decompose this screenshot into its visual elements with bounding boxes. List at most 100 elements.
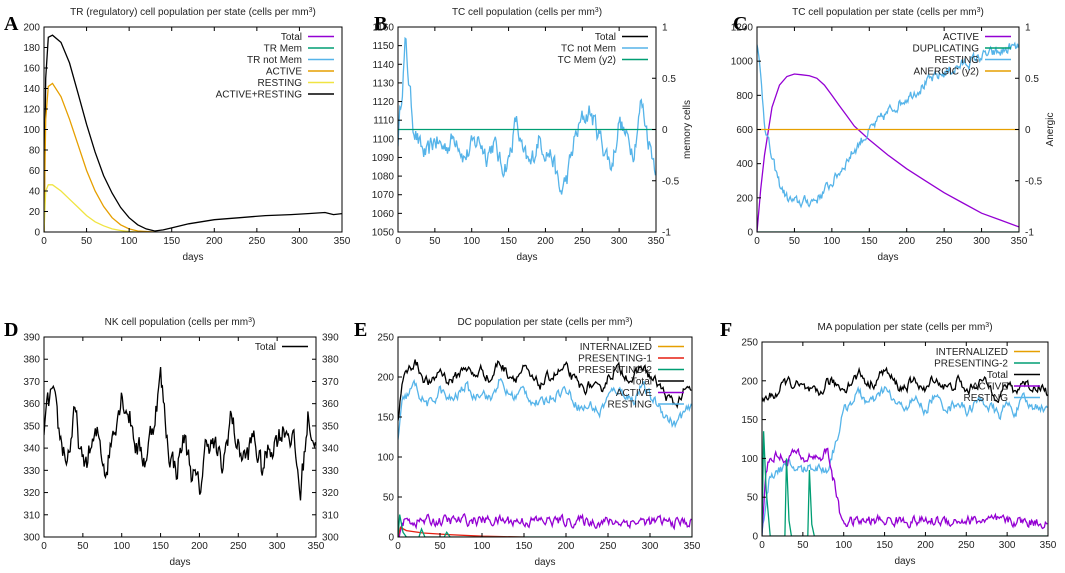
series-line-presenting-2 <box>762 431 1048 536</box>
y-tick-label: 330 <box>23 466 40 477</box>
x-axis-label: days <box>169 557 190 568</box>
x-tick-label: 250 <box>230 541 247 552</box>
y2-tick-label: 0.5 <box>662 74 676 85</box>
x-tick-label: 250 <box>936 236 953 247</box>
legend-label: Total <box>281 32 302 43</box>
y-tick-label: 80 <box>29 146 41 157</box>
y-tick-label: 120 <box>23 105 40 116</box>
series-line-active <box>44 82 155 232</box>
series-line-total <box>398 359 692 421</box>
series-line-active <box>757 73 1019 232</box>
y2-tick-label: 0 <box>662 125 668 136</box>
series-line-active <box>762 447 1048 535</box>
y-tick-label: 1050 <box>372 228 395 239</box>
x-tick-label: 150 <box>861 236 878 247</box>
x-tick-label: 300 <box>642 541 659 552</box>
chart-title: TC cell population per state (cells per … <box>792 7 984 19</box>
legend-label: TR not Mem <box>247 55 302 66</box>
legend-label: ANERGIC (y2) <box>913 67 979 78</box>
y2-tick-label: 0.5 <box>1025 74 1039 85</box>
x-tick-label: 50 <box>789 236 801 247</box>
y2-tick-label: -0.5 <box>1025 176 1043 187</box>
series-line-resting <box>44 184 138 232</box>
legend-label: INTERNALIZED <box>936 347 1008 358</box>
x-axis-label: days <box>182 252 203 263</box>
panel-label: D <box>4 319 18 341</box>
y-tick-label: 200 <box>23 23 40 34</box>
y-tick-label: 50 <box>747 493 759 504</box>
x-tick-label: 300 <box>611 236 628 247</box>
x-tick-label: 0 <box>754 236 760 247</box>
panel-label: E <box>354 319 367 341</box>
x-tick-label: 300 <box>999 540 1016 551</box>
y-tick-label: 250 <box>377 333 394 344</box>
x-tick-label: 200 <box>537 236 554 247</box>
y-tick-label: 1130 <box>372 78 394 89</box>
legend-label: TR Mem <box>264 44 302 55</box>
x-tick-label: 200 <box>558 541 575 552</box>
x-tick-label: 200 <box>206 236 223 247</box>
chart-title: MA population per state (cells per mm3) <box>817 322 992 334</box>
x-tick-label: 0 <box>759 540 765 551</box>
x-tick-label: 200 <box>898 236 915 247</box>
panel-label: F <box>720 319 732 341</box>
y2-tick-label: -1 <box>662 228 671 239</box>
x-axis-label: days <box>516 252 537 263</box>
y-tick-label: 1200 <box>731 23 754 34</box>
chart-panel-D: D NK cell population (cells per mm3) 0 50 10… <box>4 317 339 569</box>
y-tick-label: 100 <box>741 454 758 465</box>
series-line-resting <box>757 41 1019 209</box>
x-tick-label: 300 <box>269 541 286 552</box>
y2-tick-label: 360 <box>322 399 339 410</box>
y-tick-label: 310 <box>23 510 40 521</box>
x-tick-label: 300 <box>291 236 308 247</box>
x-tick-label: 100 <box>113 541 130 552</box>
x-tick-label: 0 <box>41 541 47 552</box>
x-tick-label: 350 <box>1040 540 1057 551</box>
panel-label: A <box>4 13 19 35</box>
y-tick-label: 380 <box>23 355 40 366</box>
legend-label: TC Mem (y2) <box>558 55 616 66</box>
x-tick-label: 50 <box>81 236 93 247</box>
y-tick-label: 1160 <box>372 23 394 34</box>
y-tick-label: 180 <box>23 43 40 54</box>
legend-label: ACTIVE+RESTING <box>216 90 303 101</box>
y-tick-label: 1110 <box>373 116 394 127</box>
y-tick-label: 200 <box>741 376 758 387</box>
x-tick-label: 150 <box>500 236 517 247</box>
legend: INTERNALIZEDPRESENTING-2TotalACTIVERESTI… <box>934 347 1040 404</box>
y-tick-label: 150 <box>741 415 758 426</box>
legend: Total <box>255 342 308 353</box>
x-tick-label: 350 <box>308 541 325 552</box>
y-tick-label: 360 <box>23 399 40 410</box>
x-tick-label: 150 <box>163 236 180 247</box>
y-tick-label: 150 <box>377 413 394 424</box>
y-tick-label: 250 <box>741 338 758 349</box>
chart-title: TR (regulatory) cell population per stat… <box>70 7 316 19</box>
y2-tick-label: 330 <box>322 466 339 477</box>
legend-label: Total <box>255 342 276 353</box>
legend-label: RESTING <box>935 55 980 66</box>
panel-label: C <box>733 13 747 35</box>
x-axis-label: days <box>534 557 555 568</box>
y2-tick-label: -1 <box>1025 228 1034 239</box>
legend-label: RESTING <box>964 393 1009 404</box>
x-tick-label: 0 <box>41 236 47 247</box>
x-tick-label: 250 <box>574 236 591 247</box>
series-line-total <box>44 366 316 501</box>
legend-label: PRESENTING-2 <box>578 365 652 376</box>
chart-panel-B: BTC cell population (cells per mm3)0 50 10… <box>372 7 693 264</box>
plot-frame <box>43 336 317 538</box>
y-tick-label: 0 <box>747 228 753 239</box>
x-tick-label: 250 <box>600 541 617 552</box>
y-tick-label: 1090 <box>372 153 395 164</box>
y-tick-label: 20 <box>29 207 41 218</box>
x-tick-label: 50 <box>77 541 89 552</box>
y-tick-label: 1000 <box>731 57 754 68</box>
chart-panel-E: E DC population per state (cells per mm3)… <box>354 317 701 569</box>
y-tick-label: 320 <box>23 488 40 499</box>
y-tick-label: 60 <box>29 166 41 177</box>
chart-panel-A: A TR (regulatory) cell population per sta… <box>4 7 351 264</box>
y-tick-label: 400 <box>736 159 753 170</box>
